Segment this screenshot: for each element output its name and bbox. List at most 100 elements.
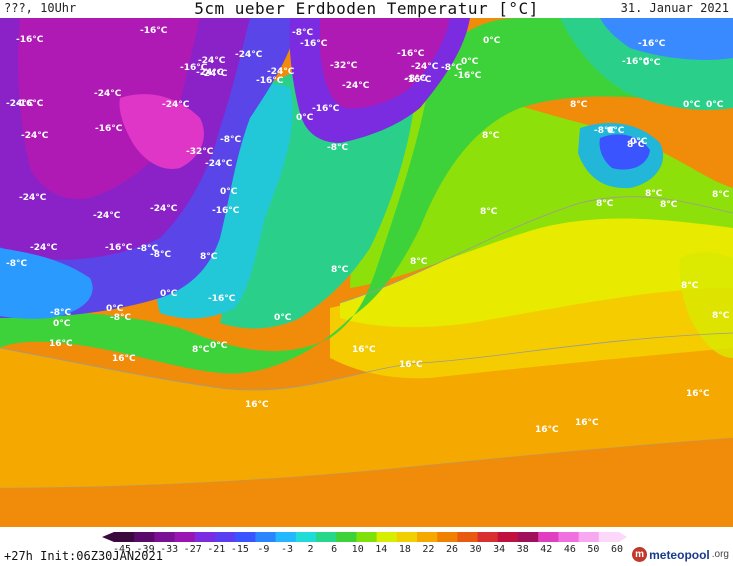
map-header: ???, 10Uhr 5cm ueber Erdboden Temperatur… [0, 0, 733, 18]
temperature-label: -24°C [411, 62, 439, 72]
temperature-label: -24°C [198, 56, 226, 66]
temperature-label: 0°C [643, 58, 661, 68]
temperature-label: 8°C [645, 189, 663, 199]
temperature-label: -32°C [330, 61, 358, 71]
colorbar-tick-label: -21 [207, 544, 226, 555]
contour-line [0, 437, 733, 489]
colorbar-tick-label: 60 [610, 544, 624, 555]
colorbar-swatch [275, 532, 297, 542]
temperature-label: 0°C [706, 100, 724, 110]
colorbar-swatch [134, 532, 155, 542]
map-title: 5cm ueber Erdboden Temperatur [°C] [194, 0, 539, 18]
colorbar-tick-label: -3 [280, 544, 294, 555]
temperature-label: -8°C [110, 313, 131, 323]
colorbar-tick-label: 34 [493, 544, 506, 555]
temperature-label: 16°C [575, 418, 599, 428]
contour-line [0, 332, 733, 391]
temperature-label: -16°C [95, 124, 123, 134]
temperature-label: -16°C [16, 99, 44, 109]
temperature-label: 8°C [712, 190, 730, 200]
colorbar-swatch [376, 532, 398, 542]
forecast-date: 31. Januar 2021 [620, 1, 729, 15]
colorbar-max-arrow [619, 532, 627, 542]
colorbar-ticks: -45 -39 -33 -27 -21 -15 -9 -3 2 6 10 14 18 22 26 30 34 38… [102, 544, 624, 556]
temperature-label: -24°C [6, 99, 34, 109]
colorbar-swatch [558, 532, 580, 542]
temperature-label: -24°C [94, 89, 122, 99]
temperature-label: -16°C [397, 49, 425, 59]
temperature-label: 8°C [627, 140, 645, 150]
colorbar-swatch [295, 532, 317, 542]
colorbar-swatch [457, 532, 479, 542]
temperature-label: -16°C [300, 39, 328, 49]
temperature-label: -24°C [19, 193, 47, 203]
meteopool-logo[interactable]: m meteopool .org [632, 547, 729, 562]
temperature-label: -24°C [30, 243, 58, 253]
colorbar-swatch [255, 532, 277, 542]
valid-time-label: ???, 10Uhr [4, 1, 77, 15]
colorbar-swatch [417, 532, 438, 542]
init-info: +27h Init:06Z30JAN2021 [4, 549, 163, 563]
temperature-label: -16°C [256, 76, 284, 86]
colorbar-tick-label: 26 [445, 544, 459, 555]
temperature-label: 8°C [660, 200, 678, 210]
colorbar-tick-label: 2 [307, 544, 314, 555]
field-yellow [340, 196, 733, 328]
temperature-label: -8°C [594, 126, 615, 136]
temperature-label: -8°C [327, 143, 348, 153]
colorbar-swatch [215, 532, 236, 542]
temperature-label: 8°C [192, 345, 210, 355]
temperature-label: -24°C [267, 67, 295, 77]
temperature-label: -16°C [140, 26, 168, 36]
temperature-label: -8°C [220, 135, 241, 145]
colorbar-tick-label: -45 [112, 544, 132, 555]
field-band-16 [0, 333, 733, 488]
temperature-label: 8°C [200, 252, 218, 262]
colorbar-swatch [477, 532, 499, 542]
colorbar-tick-label: -39 [136, 544, 155, 555]
temperature-label: -24°C [162, 100, 190, 110]
temperature-label: 8°C [712, 311, 730, 321]
logo-name: meteopool [649, 547, 710, 562]
colorbar-swatch [518, 532, 539, 542]
temperature-label: -16°C [105, 243, 133, 253]
colorbar-min-arrow [102, 532, 114, 542]
temperature-label: 0°C [274, 313, 292, 323]
colorbar-swatch [437, 532, 458, 542]
colorbar-gradient [102, 532, 627, 542]
temperature-label: 0°C [210, 341, 228, 351]
temperature-field: -16°C-16°C -8°C-16°C-24°C-24°C-24°C-24°C-… [0, 18, 733, 527]
colorbar-tick-label: 38 [516, 544, 529, 555]
colorbar-swatch [578, 532, 600, 542]
colorbar-tick-label: 42 [540, 544, 553, 555]
temperature-label: 0°C [296, 113, 314, 123]
temperature-label: -8°C [6, 259, 27, 269]
colorbar-tick-label: -15 [230, 544, 249, 555]
colorbar-tick-label: 50 [587, 544, 600, 555]
temperature-label: -24°C [196, 68, 224, 78]
temperature-label: -24°C [21, 131, 49, 141]
colorbar-tick-label: 22 [422, 544, 435, 555]
temperature-label: -24°C [93, 211, 121, 221]
colorbar-tick-label: 14 [375, 544, 388, 555]
field-sky-west [0, 248, 93, 319]
temperature-label: 0°C [220, 187, 238, 197]
temperature-label: 0°C [683, 100, 701, 110]
temperature-map: -16°C -16°C -8°C -16°C -24°C -24°C -24°C -24°C -… [0, 18, 733, 527]
temperature-label: 8°C [331, 265, 349, 275]
temperature-label: 16°C [686, 389, 710, 399]
colorbar-swatch [154, 532, 176, 542]
temperature-label: -8°C [292, 28, 313, 38]
temperature-label: -8°C [441, 63, 462, 73]
field-magenta-center [320, 18, 450, 109]
temperature-label: 8°C [681, 281, 699, 291]
temperature-label: -8°C [50, 308, 71, 318]
logo-tld: .org [711, 549, 729, 560]
temperature-label: -24°C [205, 159, 233, 169]
colorbar-tick-label: 18 [398, 544, 411, 555]
colorbar-tick-label: 46 [563, 544, 576, 555]
temperature-label: -24°C [342, 81, 370, 91]
colorbar-swatch [194, 532, 216, 542]
temperature-label: 8°C [596, 199, 614, 209]
temperature-label: -24°C [200, 69, 228, 79]
